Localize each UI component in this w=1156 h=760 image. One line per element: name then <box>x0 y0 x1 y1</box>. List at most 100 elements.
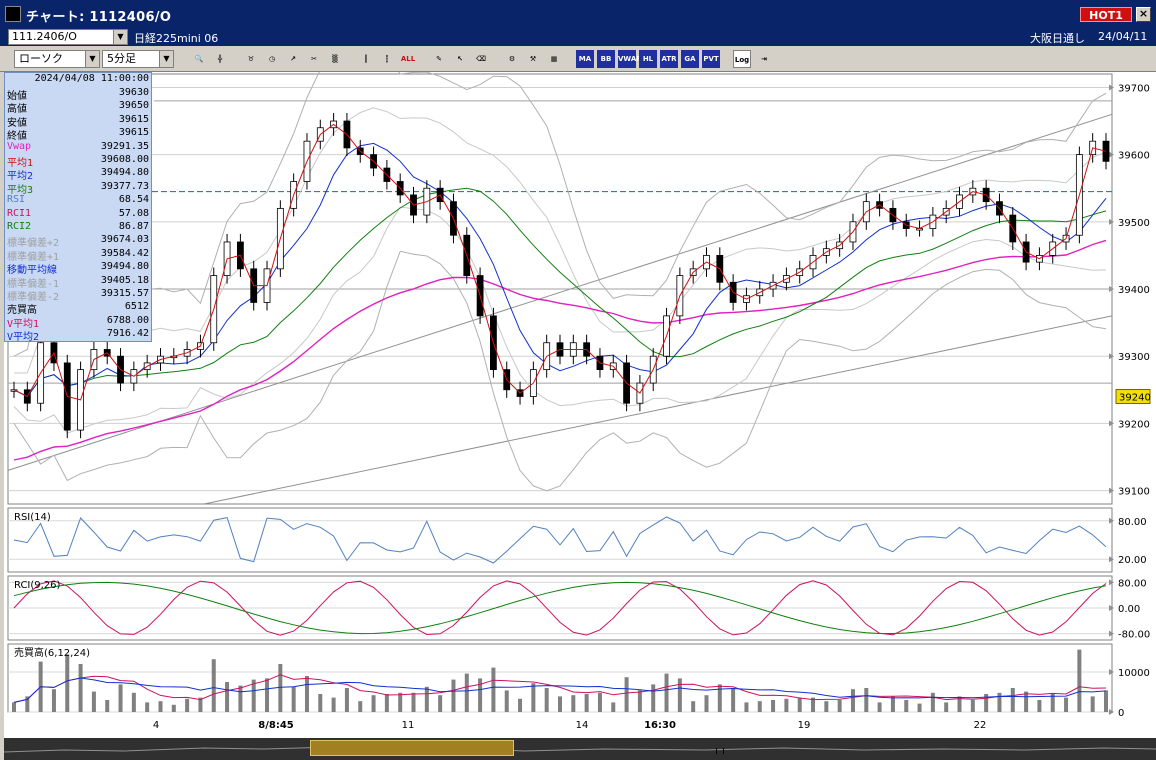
row-label: 平均2 <box>7 171 34 183</box>
all-button[interactable]: ALL <box>400 55 416 63</box>
indicator-button-bb[interactable]: BB <box>597 50 615 68</box>
chart-area[interactable]: 39700 39600 39500 39400 39300 39200 39100 39240… <box>4 72 1156 738</box>
crosshair-icon[interactable]: ╬ <box>217 55 223 63</box>
gear-icon[interactable]: ⚙ <box>508 55 516 63</box>
hot-badge[interactable]: HOT1 <box>1080 7 1132 22</box>
volume-bar <box>171 704 176 712</box>
log-button[interactable]: Log <box>733 50 751 68</box>
interval-value: 5分足 <box>107 52 136 65</box>
cursor-icon[interactable]: ↖ <box>457 55 463 63</box>
chart-type-select[interactable]: ローソク ▼ <box>14 50 100 68</box>
row-label: 高値 <box>7 104 27 116</box>
wrench-icon[interactable]: ⚒ <box>529 55 537 63</box>
candle-icon[interactable]: ┃ <box>363 55 369 63</box>
row-value: 39315.57 <box>100 288 149 299</box>
row-label: 標準偏差-2 <box>7 292 60 303</box>
volume-bar <box>904 700 909 712</box>
chart-up-icon[interactable]: ↗ <box>290 55 296 63</box>
price-tick-marker <box>1109 487 1114 494</box>
bull-icon[interactable]: ♉ <box>247 55 255 63</box>
title-bar: チャート: 1112406/O HOT1 × <box>0 0 1156 28</box>
data-window-row: 標準偏差+1 39584.42 <box>5 248 151 263</box>
market-name: 大阪日通し <box>1030 32 1085 45</box>
volume-bar <box>1090 696 1095 712</box>
volume-bar <box>944 702 949 712</box>
data-window-row: Vwap 39291.35 <box>5 141 151 154</box>
row-value: 39291.35 <box>100 140 149 152</box>
price-tick-label: 39300 <box>1118 352 1150 363</box>
chevron-down-icon[interactable]: ▼ <box>85 51 99 67</box>
chevron-down-icon[interactable]: ▼ <box>113 30 127 44</box>
indicator-button-pvt[interactable]: PVT <box>702 50 720 68</box>
row-value: 39674.03 <box>100 234 149 246</box>
row-label: 移動平均線 <box>7 265 57 277</box>
row-value: 39650 <box>118 100 149 112</box>
volume-bar <box>478 678 483 712</box>
palette-icon[interactable]: ▦ <box>550 55 558 63</box>
volume-bar <box>837 700 842 712</box>
volume-bar <box>624 677 629 712</box>
time-scrollbar[interactable] <box>4 738 1156 760</box>
scissors-icon[interactable]: ✂ <box>311 55 317 63</box>
ma3-line <box>13 187 1107 398</box>
data-window-row: 標準偏差-1 39405.18 <box>5 275 151 290</box>
interval-select[interactable]: 5分足 ▼ <box>102 50 174 68</box>
volume-bar <box>78 664 83 712</box>
volume-bar <box>424 686 429 712</box>
rsi-tick-label: 20.00 <box>1118 555 1147 566</box>
data-window-row: 平均1 39608.00 <box>5 154 151 169</box>
chevron-down-icon[interactable]: ▼ <box>159 51 173 67</box>
gray-icon[interactable]: ▒ <box>332 55 338 63</box>
symbol-code-select[interactable]: 111.2406/O ▼ <box>8 29 128 45</box>
volume-bar <box>771 700 776 712</box>
indicator-button-hl[interactable]: HL <box>639 50 657 68</box>
close-button[interactable]: × <box>1136 7 1151 22</box>
chart-type-value: ローソク <box>19 52 63 65</box>
volume-bar <box>984 694 989 712</box>
current-date: 24/04/11 <box>1098 30 1148 43</box>
volume-bar <box>504 690 509 712</box>
row-value: 39377.73 <box>100 180 149 192</box>
data-window-row: 標準偏差+2 39674.03 <box>5 234 151 250</box>
price-tick-marker <box>1109 420 1114 427</box>
volume-bar <box>384 694 389 712</box>
volume-bar <box>225 682 230 712</box>
scrollbar-thumb[interactable] <box>310 740 724 756</box>
pencil-icon[interactable]: ✎ <box>436 55 442 63</box>
overview-line <box>4 746 1156 753</box>
volume-bar <box>704 695 709 712</box>
volume-bar <box>637 690 642 712</box>
rci-pane-label: RCI(9,26) <box>14 580 61 591</box>
indicator-button-ma[interactable]: MA <box>576 50 594 68</box>
volume-bar <box>198 697 203 712</box>
indicator-button-atr[interactable]: ATR <box>660 50 678 68</box>
volume-bar <box>757 701 762 712</box>
row-label: RSI <box>7 194 26 206</box>
data-window-row: 安値 39615 <box>5 114 151 129</box>
volume-bar <box>451 679 456 712</box>
data-window-datetime: 2024/04/08 11:00:00 <box>34 73 149 84</box>
export-icon[interactable]: ⇥ <box>761 55 767 63</box>
volume-bar <box>651 684 656 712</box>
row-label: 平均1 <box>7 158 34 169</box>
volume-bar <box>784 698 789 712</box>
indicator-button-ga[interactable]: GA <box>681 50 699 68</box>
volume-bar <box>131 692 136 712</box>
search-icon[interactable]: 🔍 <box>194 55 204 63</box>
volume-tick-label: 0 <box>1118 708 1124 719</box>
chart-svg[interactable]: 39700 39600 39500 39400 39300 39200 39100 39240… <box>4 72 1156 738</box>
volume-bar <box>864 688 869 712</box>
row-value: 6512 <box>124 301 149 313</box>
volume-bar <box>25 696 30 712</box>
indicator-button-vwap[interactable]: VWAP <box>618 50 641 68</box>
row-value: 68.54 <box>118 194 149 206</box>
volume-bar <box>691 701 696 712</box>
volume-avg1-line <box>13 674 1107 703</box>
volume-bar <box>411 692 416 712</box>
row-label: 標準偏差+2 <box>7 238 60 250</box>
clock-icon[interactable]: ◷ <box>268 55 276 63</box>
data-window-row: V平均1 6788.00 <box>5 315 151 330</box>
eraser-icon[interactable]: ⌫ <box>476 55 486 63</box>
data-window-row: 売買高 6512 <box>5 301 151 316</box>
candle2-icon[interactable]: ┇ <box>384 55 390 63</box>
